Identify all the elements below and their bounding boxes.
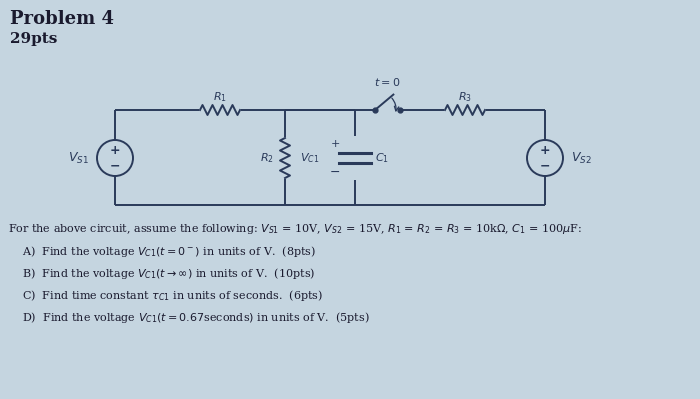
Text: −: −	[110, 160, 120, 172]
Text: A)  Find the voltage $V_{C1}(t = 0^-)$ in units of V.  (8pts): A) Find the voltage $V_{C1}(t = 0^-)$ in…	[22, 244, 316, 259]
Text: $C_1$: $C_1$	[375, 151, 389, 165]
Text: +: +	[330, 139, 340, 149]
Text: $t=0$: $t=0$	[374, 76, 400, 88]
Text: $V_{S1}$: $V_{S1}$	[68, 150, 89, 166]
Text: For the above circuit, assume the following: $V_{S1}$ = 10V, $V_{S2}$ = 15V, $R_: For the above circuit, assume the follow…	[8, 222, 582, 236]
Text: 29pts: 29pts	[10, 32, 57, 46]
Text: −: −	[540, 160, 550, 172]
Text: Problem 4: Problem 4	[10, 10, 114, 28]
Text: $V_{S2}$: $V_{S2}$	[571, 150, 592, 166]
Text: +: +	[540, 144, 550, 158]
Text: D)  Find the voltage $V_{C1}(t = 0.67$seconds$)$ in units of V.  (5pts): D) Find the voltage $V_{C1}(t = 0.67$sec…	[22, 310, 370, 325]
Text: −: −	[330, 166, 340, 178]
Text: $R_1$: $R_1$	[213, 90, 227, 104]
Text: $R_2$: $R_2$	[260, 151, 274, 165]
Text: B)  Find the voltage $V_{C1}(t \rightarrow \infty)$ in units of V.  (10pts): B) Find the voltage $V_{C1}(t \rightarro…	[22, 266, 315, 281]
Text: $V_{C1}$: $V_{C1}$	[300, 151, 319, 165]
Text: C)  Find time constant $\tau_{C1}$ in units of seconds.  (6pts): C) Find time constant $\tau_{C1}$ in uni…	[22, 288, 323, 303]
Text: $R_3$: $R_3$	[458, 90, 472, 104]
Text: +: +	[110, 144, 120, 158]
